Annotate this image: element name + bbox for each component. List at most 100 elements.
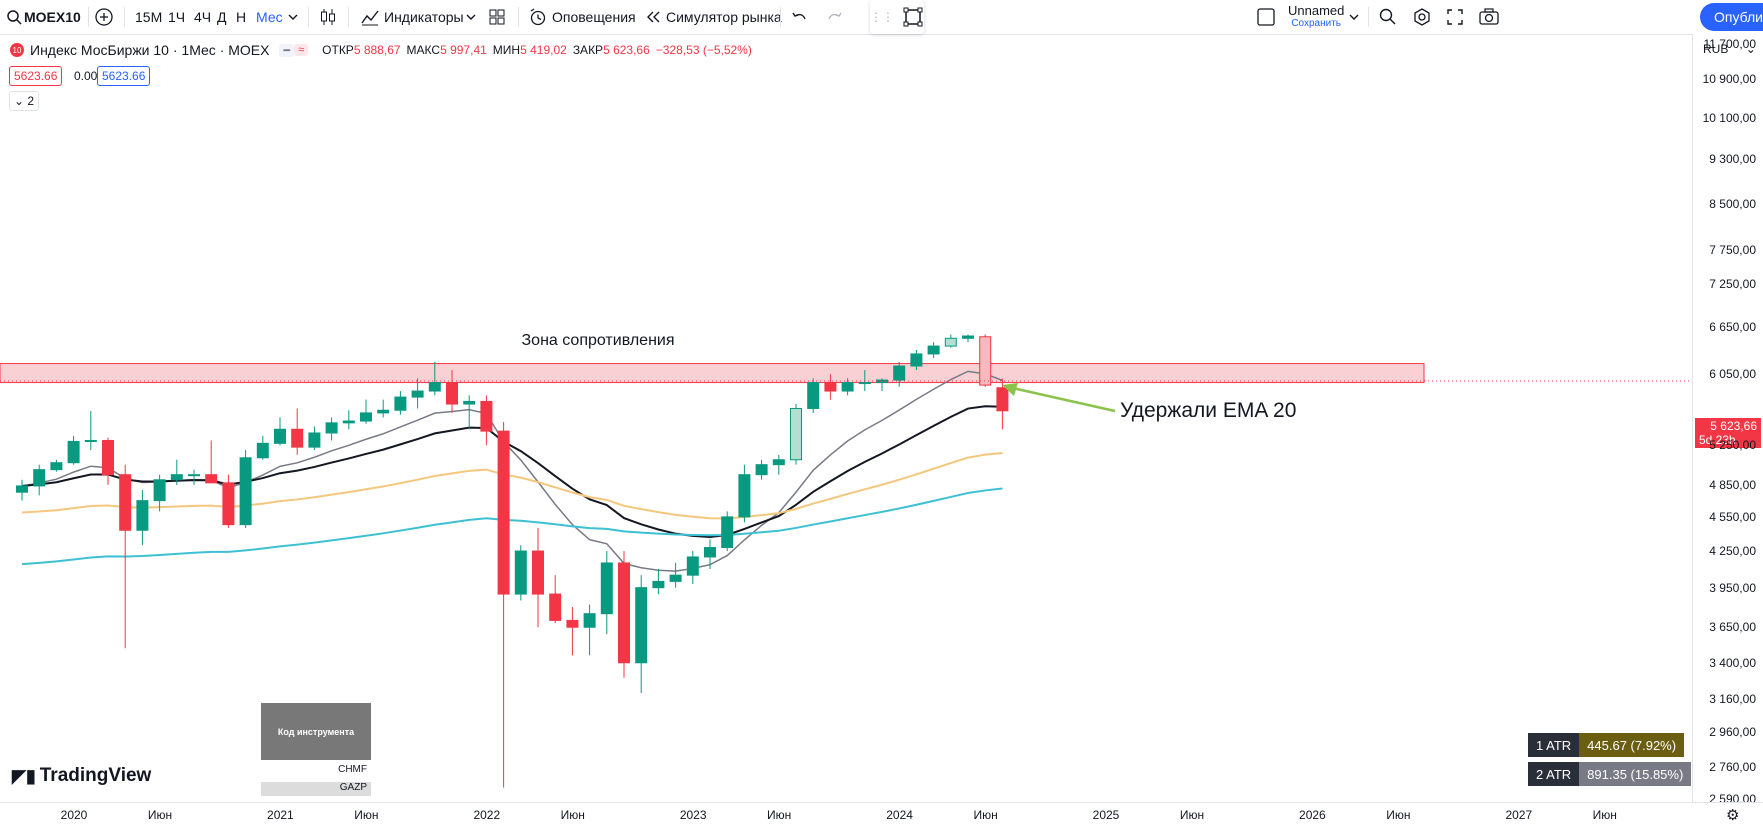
interval-15m[interactable]: 15М xyxy=(135,0,162,34)
rectangle-tool-icon[interactable] xyxy=(902,6,924,28)
alarm-clock-icon xyxy=(528,7,548,27)
layout-name-button[interactable]: Unnamed Сохранить xyxy=(1288,0,1344,34)
grid-icon xyxy=(488,8,506,26)
interval-week[interactable]: Н xyxy=(236,0,246,34)
candle-body xyxy=(686,556,699,576)
price-axis[interactable]: RUB ⌄ 5 623,66 5d 23h 11 700,00 10 900,00… xyxy=(1692,34,1763,806)
interval-1h[interactable]: 1Ч xyxy=(168,0,185,34)
candle-body xyxy=(360,412,372,422)
price-tick: 10 900,00 xyxy=(1702,72,1756,87)
tv-logo-icon: ◤▮ xyxy=(12,765,36,786)
price-chart[interactable]: Зона сопротивления Удержали EMA 20 xyxy=(0,34,1692,802)
candle-body xyxy=(497,430,510,595)
candle-body xyxy=(119,474,132,531)
currency-selector[interactable]: RUB ⌄ xyxy=(1703,42,1756,56)
candle-body xyxy=(893,365,906,381)
legend-approx-icon[interactable]: ≈ xyxy=(294,44,309,56)
price-tick: 3 160,00 xyxy=(1709,692,1756,707)
change-value: −328,53 (−5,52%) xyxy=(655,43,752,57)
resistance-zone xyxy=(0,363,1425,384)
atr-1-label: 1 ATR xyxy=(1528,733,1580,757)
indicators-collapse-button[interactable]: ⌄ 2 xyxy=(9,91,40,111)
tradingview-logo[interactable]: ◤▮ TradingView xyxy=(12,765,151,787)
price-tick: 2 760,00 xyxy=(1709,760,1756,775)
compare-add-button[interactable] xyxy=(94,0,114,34)
sell-price-button[interactable]: 5623.66 xyxy=(9,66,63,86)
candle-body xyxy=(996,387,1009,412)
interval-dropdown[interactable] xyxy=(287,0,299,34)
candle-body xyxy=(411,390,424,398)
spread-value: 0.00 xyxy=(74,69,98,83)
buy-price-button[interactable]: 5623.66 xyxy=(97,66,151,86)
candle-body xyxy=(16,485,28,493)
atr-2-label: 2 ATR xyxy=(1528,762,1580,786)
candle-body xyxy=(84,439,97,442)
candle-body xyxy=(721,516,734,549)
time-tick: 2024 xyxy=(886,808,913,822)
price-tick: 8 500,00 xyxy=(1709,196,1756,211)
candle-body xyxy=(102,439,114,476)
chevron-down-icon: ⌄ xyxy=(1745,42,1756,56)
candle-body xyxy=(618,562,630,664)
alerts-label: Оповещения xyxy=(552,9,636,25)
alerts-button[interactable]: Оповещения xyxy=(528,0,636,34)
legend-title[interactable]: Индекс МосБиржи 10 · 1Мес · MOEX xyxy=(30,42,270,58)
axis-settings-icon[interactable]: ⚙ xyxy=(1726,807,1740,824)
symbol-search[interactable]: MOEX10 xyxy=(6,0,81,34)
fullscreen-button[interactable] xyxy=(1446,0,1464,34)
candle-body xyxy=(33,469,46,487)
candle-body xyxy=(514,550,527,595)
chart-type-button[interactable] xyxy=(318,0,338,34)
collapsed-count: 2 xyxy=(27,94,35,108)
publish-button[interactable]: Опублик xyxy=(1700,3,1763,31)
interval-label: Н xyxy=(236,9,247,25)
price-tick: 2 960,00 xyxy=(1709,725,1756,740)
publish-label: Опублик xyxy=(1714,9,1763,25)
candle-body xyxy=(790,407,802,461)
candle-body xyxy=(807,382,820,409)
undo-button[interactable] xyxy=(790,0,808,34)
drawing-tool-panel[interactable]: ⋮⋮ xyxy=(870,0,924,34)
layout-checkbox[interactable] xyxy=(1256,0,1276,34)
time-axis[interactable]: ⚙ 2020 Июн 2021 Июн 2022 Июн 2023 Июн 2024 Июн 202… xyxy=(0,802,1763,827)
redo-button[interactable] xyxy=(826,0,844,34)
candle-body xyxy=(962,335,974,339)
indicators-dropdown[interactable] xyxy=(465,0,477,34)
open-value: 5 888,67 xyxy=(353,43,401,57)
legend-hide-toggle[interactable]: ━ xyxy=(279,43,295,57)
candle-body xyxy=(274,428,286,444)
magnifier-icon xyxy=(1378,7,1398,27)
layout-dropdown[interactable] xyxy=(1348,0,1360,34)
time-tick: Июн xyxy=(354,808,379,822)
candle-body xyxy=(222,482,235,526)
ema-20-line xyxy=(21,405,1003,538)
fullscreen-icon xyxy=(1446,8,1464,26)
candle-body xyxy=(170,474,183,481)
symbol-badge: 10 xyxy=(10,43,24,57)
candle-body xyxy=(910,353,923,367)
replay-button[interactable]: Симулятор рынка xyxy=(644,0,782,34)
price-tick: 6 050,00 xyxy=(1709,367,1756,382)
snapshot-button[interactable] xyxy=(1478,0,1500,34)
interval-4h[interactable]: 4Ч xyxy=(194,0,211,34)
drag-handle-icon[interactable]: ⋮⋮ xyxy=(870,10,894,24)
atr-1-value: 445.67 (7.92%) xyxy=(1579,733,1685,757)
indicators-button[interactable]: Индикаторы xyxy=(360,0,464,34)
divider xyxy=(88,7,89,27)
chevron-down-icon xyxy=(287,11,299,23)
interval-label: 1Ч xyxy=(168,9,186,25)
ema-10-line xyxy=(21,370,1003,572)
quick-search-button[interactable] xyxy=(1378,0,1398,34)
candle-body xyxy=(463,400,476,405)
candle-body xyxy=(153,479,166,502)
settings-button[interactable] xyxy=(1412,0,1432,34)
time-tick: 2025 xyxy=(1092,808,1120,822)
interval-day[interactable]: Д xyxy=(217,0,226,34)
candle-body xyxy=(549,593,562,621)
interval-label: Мес xyxy=(256,9,283,25)
arrow-line xyxy=(1007,385,1116,413)
gear-icon xyxy=(1412,7,1432,27)
interval-month[interactable]: Мес xyxy=(256,0,283,34)
templates-button[interactable] xyxy=(488,0,506,34)
price-tick: 6 650,00 xyxy=(1709,319,1756,334)
